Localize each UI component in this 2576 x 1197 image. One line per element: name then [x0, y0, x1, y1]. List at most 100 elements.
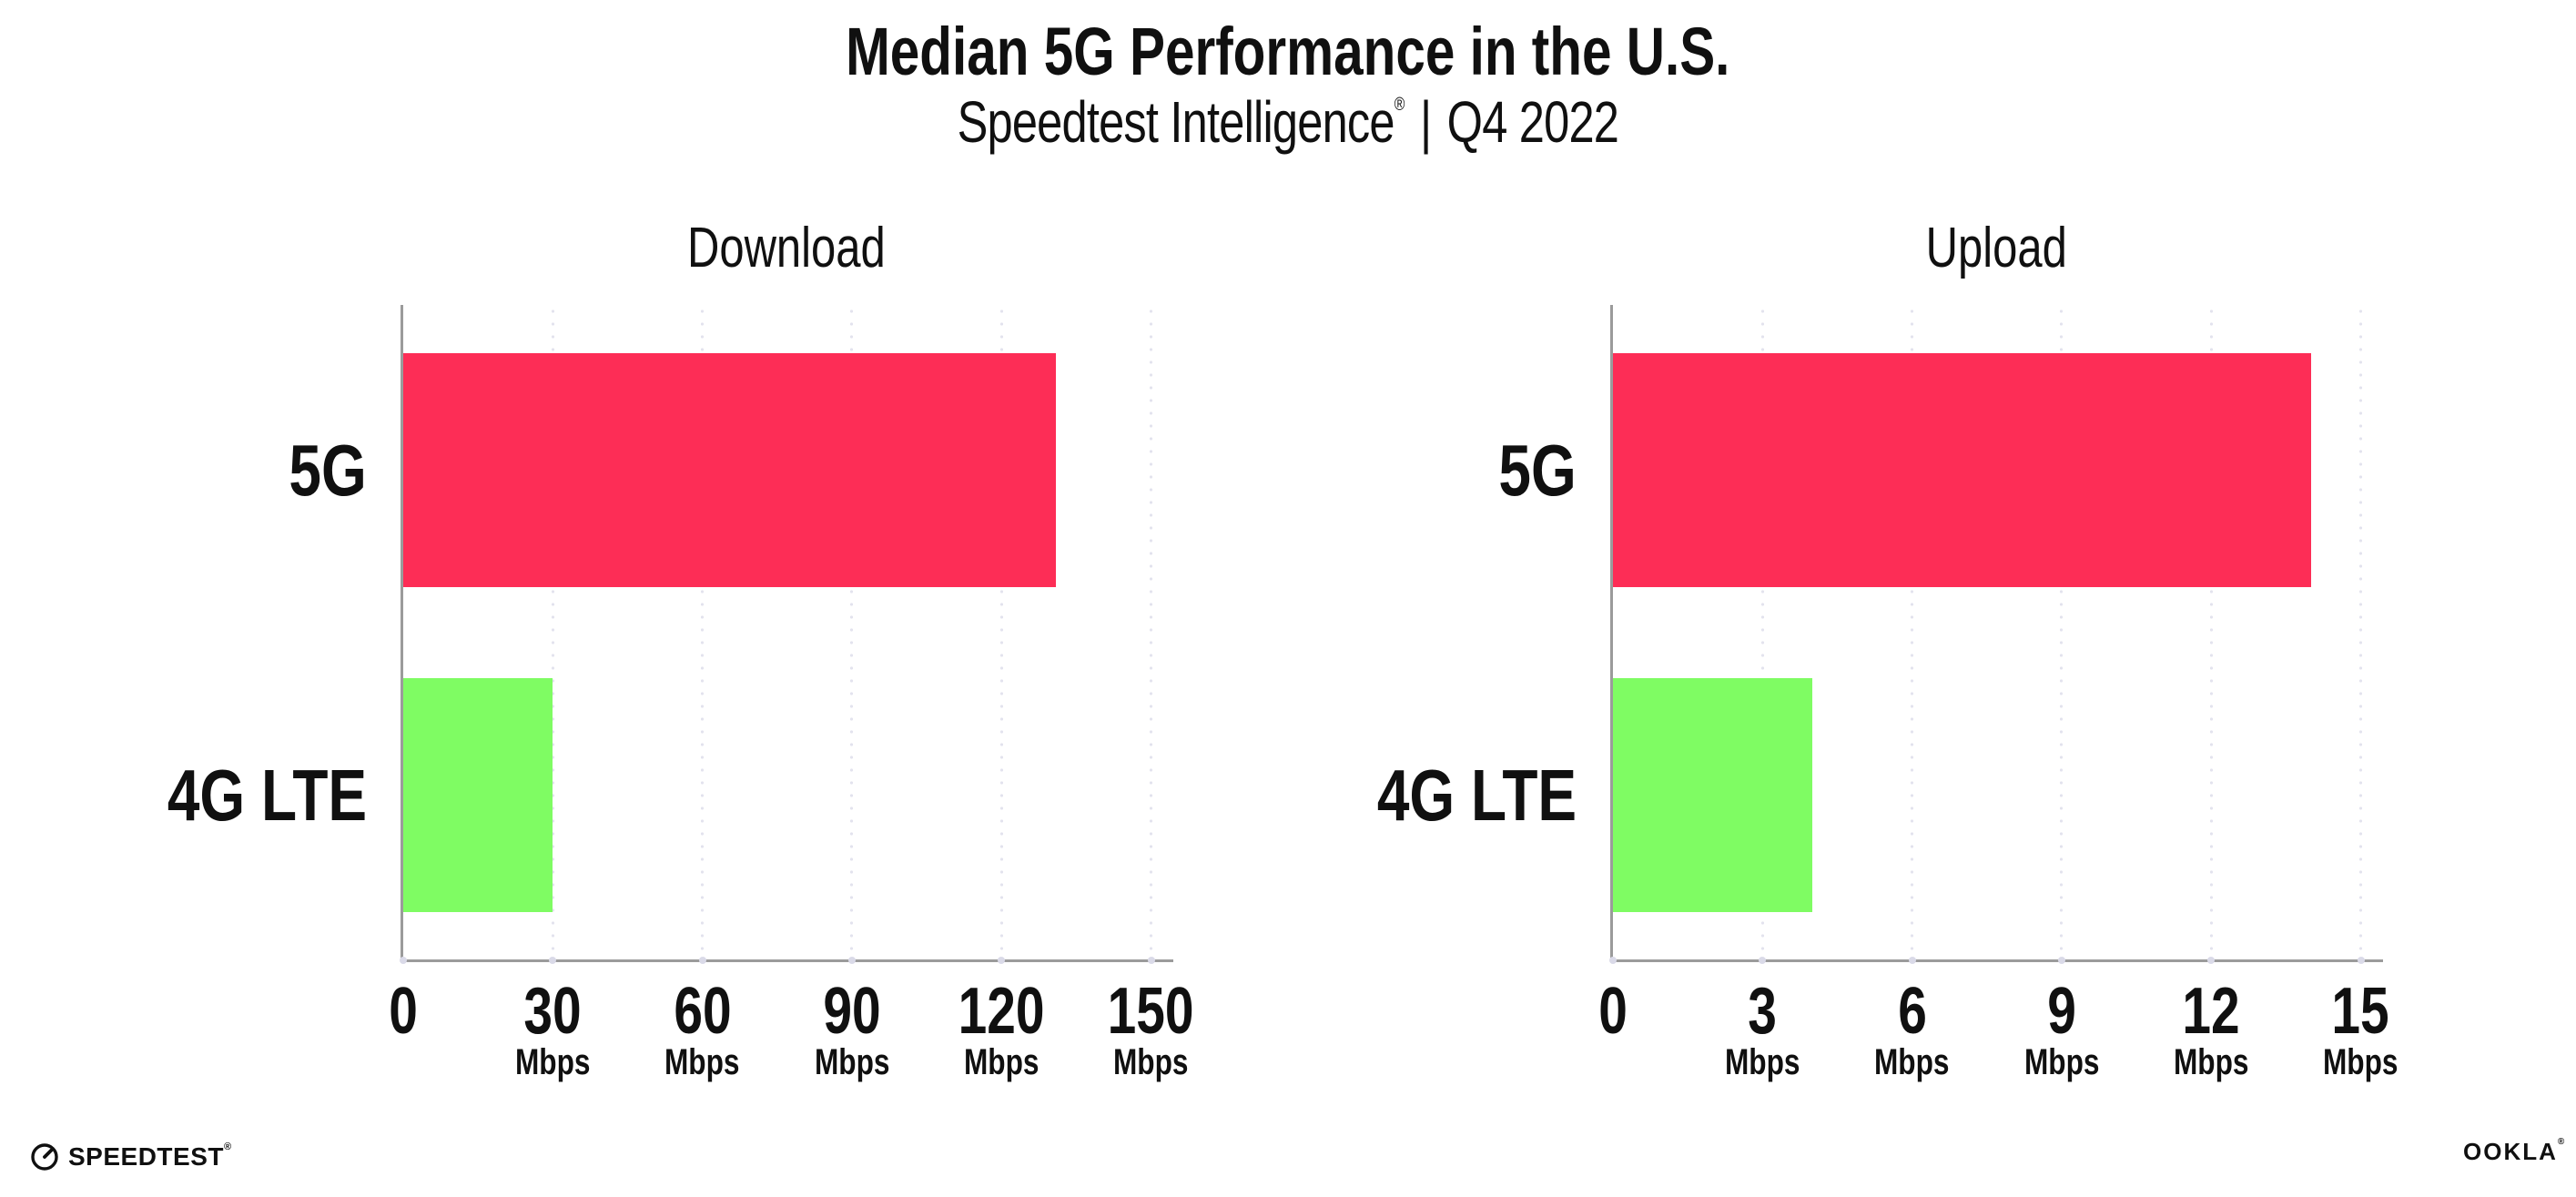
tick-unit-text: Mbps	[1725, 1042, 1800, 1082]
speedtest-gauge-icon	[31, 1143, 58, 1171]
axis-tick-dot-6	[1908, 957, 1916, 964]
tick-unit-text: Mbps	[2023, 1042, 2100, 1082]
gridline-120	[999, 305, 1003, 959]
tick-unit-text: Mbps	[2323, 1042, 2399, 1082]
ookla-wordmark-text: OOKLA	[2463, 1138, 2558, 1165]
gridline-90	[850, 305, 854, 959]
tick-label-120: 120	[892, 979, 1111, 1044]
gridline-9	[2060, 305, 2064, 959]
category-label-4g-lte: 4G LTE	[0, 746, 367, 846]
gridline-15	[2359, 305, 2362, 959]
tick-label-3: 3	[1653, 979, 1871, 1044]
x-axis-line	[401, 959, 1173, 962]
registered-mark: ®	[1394, 95, 1405, 115]
tick-unit-60: Mbps	[593, 1044, 812, 1080]
axis-tick-dot-30	[549, 957, 557, 964]
speedtest-wordmark-text: SPEEDTEST	[68, 1142, 224, 1171]
axis-tick-dot-0	[1609, 957, 1617, 964]
tick-unit-30: Mbps	[443, 1044, 662, 1080]
ookla-logo: OOKLA®	[2463, 1137, 2567, 1165]
download-chart-title-text: Download	[687, 217, 886, 279]
upload-chart-title-text: Upload	[1925, 217, 2067, 279]
page-title-text: Median 5G Performance in the U.S.	[846, 14, 1730, 89]
tick-label-90: 90	[743, 979, 961, 1044]
category-label-text: 5G	[1498, 429, 1577, 511]
upload-plot-area: 5G 4G LTE 0 3 Mbps 6 Mbps 9 Mbps 12 Mbps 15 Mbps	[1377, 305, 2399, 1080]
category-label-text: 5G	[289, 429, 367, 511]
subtitle-period: Q4 2022	[1446, 89, 1619, 155]
tick-unit-text: Mbps	[515, 1042, 591, 1082]
axis-tick-dot-15	[2357, 957, 2365, 964]
category-label-4g-lte: 4G LTE	[1194, 746, 1577, 846]
axis-tick-dot-0	[400, 957, 407, 964]
category-label-5g: 5G	[0, 421, 367, 521]
tick-unit-text: Mbps	[664, 1042, 740, 1082]
tick-unit-9: Mbps	[1952, 1044, 2171, 1080]
tick-label-6: 6	[1803, 979, 2022, 1044]
upload-chart-title: Upload	[1723, 220, 2269, 277]
category-label-5g: 5G	[1194, 421, 1577, 521]
tick-label-0: 0	[294, 979, 512, 1044]
tick-unit-3: Mbps	[1653, 1044, 1871, 1080]
page-title: Median 5G Performance in the U.S.	[0, 14, 2576, 90]
tick-label-9: 9	[1952, 979, 2171, 1044]
y-axis-line	[1610, 305, 1613, 959]
tick-label-text: 12	[2182, 975, 2240, 1048]
axis-tick-dot-60	[698, 957, 706, 964]
tick-label-15: 15	[2252, 979, 2470, 1044]
tick-unit-text: Mbps	[963, 1042, 1040, 1082]
tick-label-text: 3	[1748, 975, 1778, 1048]
subtitle-brand: Speedtest Intelligence	[957, 89, 1395, 155]
category-label-text: 4G LTE	[1376, 754, 1577, 836]
ookla-trademark: ®	[2557, 1137, 2567, 1147]
y-axis-line	[401, 305, 403, 959]
tick-unit-text: Mbps	[814, 1042, 890, 1082]
axis-tick-dot-150	[1147, 957, 1155, 964]
tick-unit-6: Mbps	[1803, 1044, 2022, 1080]
gridline-3	[1760, 305, 1764, 959]
gridline-60	[701, 305, 705, 959]
tick-unit-150: Mbps	[1042, 1044, 1261, 1080]
tick-label-12: 12	[2102, 979, 2320, 1044]
tick-unit-12: Mbps	[2102, 1044, 2320, 1080]
tick-unit-120: Mbps	[892, 1044, 1111, 1080]
speedtest-trademark: ®	[223, 1141, 232, 1152]
page-subtitle-text: Speedtest Intelligence® | Q4 2022	[958, 89, 1619, 157]
download-plot-area: 5G 4G LTE 0 30 Mbps 60 Mbps 90 Mbps 120 Mbps 150 Mbp…	[167, 305, 1194, 1080]
tick-label-0: 0	[1504, 979, 1722, 1044]
tick-unit-text: Mbps	[1874, 1042, 1950, 1082]
tick-label-text: 90	[823, 975, 881, 1048]
tick-unit-15: Mbps	[2252, 1044, 2470, 1080]
tick-label-text: 6	[1897, 975, 1927, 1048]
gridline-6	[1911, 305, 1914, 959]
tick-unit-text: Mbps	[2173, 1042, 2249, 1082]
x-axis-line	[1610, 959, 2383, 962]
tick-label-text: 15	[2331, 975, 2390, 1048]
axis-tick-dot-90	[847, 957, 856, 964]
tick-label-text: 60	[673, 975, 732, 1048]
tick-label-text: 150	[1108, 975, 1194, 1048]
axis-tick-dot-9	[2057, 957, 2065, 964]
tick-unit-text: Mbps	[1113, 1042, 1189, 1082]
tick-label-text: 0	[389, 975, 418, 1048]
gridline-150	[1150, 305, 1152, 959]
axis-tick-dot-120	[998, 957, 1006, 964]
category-label-text: 4G LTE	[167, 754, 367, 836]
speedtest-logo: SPEEDTEST®	[29, 1141, 232, 1172]
subtitle-divider: |	[1420, 89, 1432, 155]
speedtest-wordmark: SPEEDTEST®	[68, 1141, 232, 1171]
gridline-30	[551, 305, 554, 959]
axis-tick-dot-3	[1759, 957, 1767, 964]
gridline-12	[2209, 305, 2213, 959]
tick-label-60: 60	[593, 979, 812, 1044]
bar-4g-lte	[403, 678, 553, 912]
tick-label-text: 9	[2047, 975, 2076, 1048]
page-subtitle: Speedtest Intelligence® | Q4 2022	[0, 89, 2576, 157]
bar-4g-lte	[1613, 678, 1813, 912]
axis-tick-dot-12	[2207, 957, 2216, 964]
tick-label-30: 30	[443, 979, 662, 1044]
tick-label-text: 120	[958, 975, 1045, 1048]
bar-5g	[403, 353, 1057, 587]
tick-unit-90: Mbps	[743, 1044, 961, 1080]
